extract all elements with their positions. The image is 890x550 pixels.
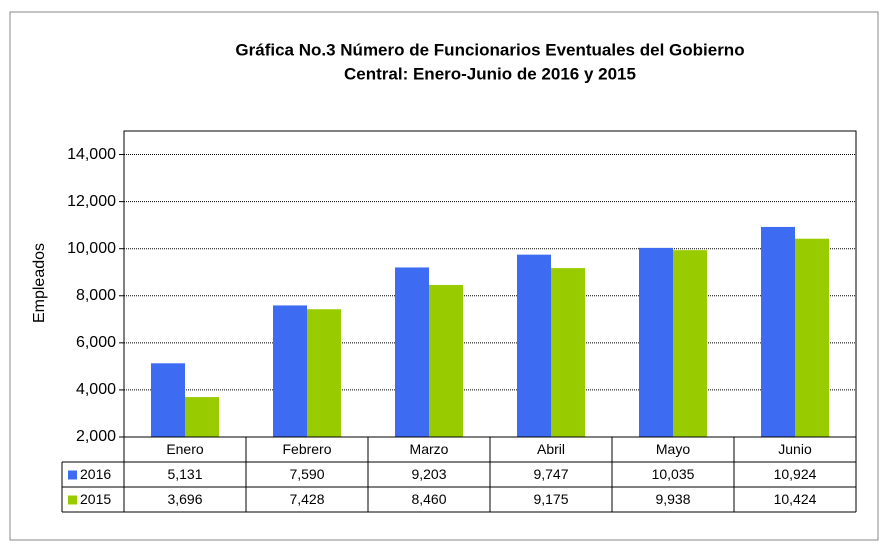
data-label: 10,924 (774, 466, 817, 482)
bar (395, 267, 429, 437)
bar (307, 309, 341, 437)
bar (551, 268, 585, 437)
data-label: 10,035 (652, 466, 695, 482)
bar (517, 254, 551, 437)
data-label: 8,460 (411, 491, 446, 507)
bar (429, 284, 463, 437)
y-tick-label: 4,000 (76, 381, 116, 398)
bar (185, 397, 219, 437)
data-label: 9,747 (533, 466, 568, 482)
chart-title: Gráfica No.3 Número de Funcionarios Even… (235, 40, 744, 59)
y-tick-label: 10,000 (67, 240, 116, 257)
x-tick-label: Marzo (410, 441, 449, 457)
bar (273, 305, 307, 437)
y-tick-label: 8,000 (76, 287, 116, 304)
x-tick-label: Febrero (282, 441, 331, 457)
data-label: 9,938 (655, 491, 690, 507)
bar (151, 363, 185, 437)
x-tick-label: Enero (166, 441, 204, 457)
data-label: 5,131 (167, 466, 202, 482)
x-tick-label: Mayo (656, 441, 690, 457)
data-label: 9,203 (411, 466, 446, 482)
x-tick-label: Abril (537, 441, 565, 457)
data-label: 7,428 (289, 491, 324, 507)
y-tick-label: 14,000 (67, 146, 116, 163)
data-label: 10,424 (774, 491, 817, 507)
data-label: 3,696 (167, 491, 202, 507)
chart-border (9, 11, 879, 541)
bar (795, 238, 829, 437)
data-label: 7,590 (289, 466, 324, 482)
y-tick-label: 12,000 (67, 193, 116, 210)
bar (673, 250, 707, 437)
y-axis-label: Empleados (31, 243, 48, 323)
legend-key (68, 495, 77, 505)
x-tick-label: Junio (778, 441, 812, 457)
bar (761, 226, 795, 437)
data-label: 9,175 (533, 491, 568, 507)
legend-label: 2015 (80, 491, 111, 507)
chart-subtitle: Central: Enero-Junio de 2016 y 2015 (344, 64, 636, 83)
legend-label: 2016 (80, 466, 111, 482)
bar (639, 247, 673, 437)
y-tick-label: 6,000 (76, 334, 116, 351)
y-tick-label: 2,000 (76, 428, 116, 445)
legend-key (68, 470, 77, 480)
